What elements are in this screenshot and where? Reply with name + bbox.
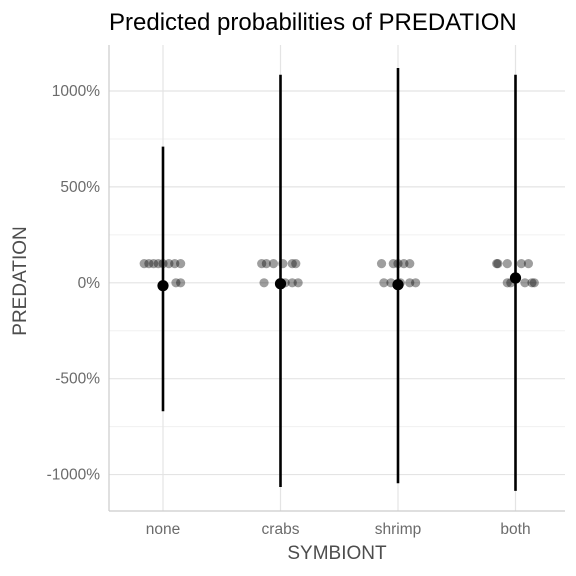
observation-point [516,259,526,269]
observation-point [388,259,398,269]
observation-point [411,278,421,288]
chart-title: Predicted probabilities of PREDATION [109,9,517,36]
observation-point [405,259,415,269]
observation-point [293,278,303,288]
y-tick-labels: 1000% 500% 0% -500% -1000% [47,83,101,484]
x-tick-label: crabs [262,521,300,538]
observation-point [502,278,512,288]
observation-point [287,259,297,269]
y-tick-label: 1000% [52,83,100,100]
predicted-point [392,279,404,291]
observation-point [257,259,267,269]
observation-point [144,259,154,269]
observation-point [376,259,387,269]
x-tick-label: none [146,521,180,538]
observation-point [268,259,279,269]
observation-point [291,259,301,269]
y-tick-label: -1000% [47,467,101,484]
y-tick-label: 500% [60,179,100,196]
predicted-point [509,272,522,284]
observation-point [164,259,174,269]
observation-point [171,278,181,288]
observation-point [176,259,186,269]
observation-point [399,259,409,269]
observation-point [527,278,537,288]
observation-point [176,278,186,288]
observation-point [493,259,503,269]
observation-point [259,278,269,288]
y-axis-title: PREDATION [10,226,31,335]
observation-point [149,259,159,269]
observation-point [139,259,149,269]
x-axis-title: SYMBIONT [287,543,387,564]
observation-point [502,259,512,269]
observation-point [520,278,530,288]
x-tick-labels: none crabs shrimp both [146,521,531,538]
observation-point [492,259,502,269]
predicted-point [157,280,169,292]
observation-point [523,259,534,269]
observation-point [405,278,415,288]
observation-point [529,278,539,288]
x-tick-label: shrimp [375,521,422,538]
y-tick-label: -500% [55,371,100,388]
predicted-points-layer [157,272,522,292]
observation-point [379,278,389,288]
observation-point [287,278,297,288]
observation-point [153,259,163,269]
observation-point [170,259,180,269]
y-tick-label: 0% [78,275,101,292]
predicted-point [274,278,287,290]
observation-point [261,259,271,269]
x-tick-label: both [500,521,530,538]
